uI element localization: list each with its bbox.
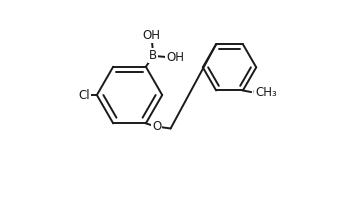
Text: OH: OH [166,51,184,64]
Text: B: B [149,49,158,62]
Text: O: O [253,86,262,99]
Text: Cl: Cl [78,89,90,102]
Text: O: O [152,120,161,133]
Text: OH: OH [143,29,161,42]
Text: CH₃: CH₃ [255,86,277,99]
